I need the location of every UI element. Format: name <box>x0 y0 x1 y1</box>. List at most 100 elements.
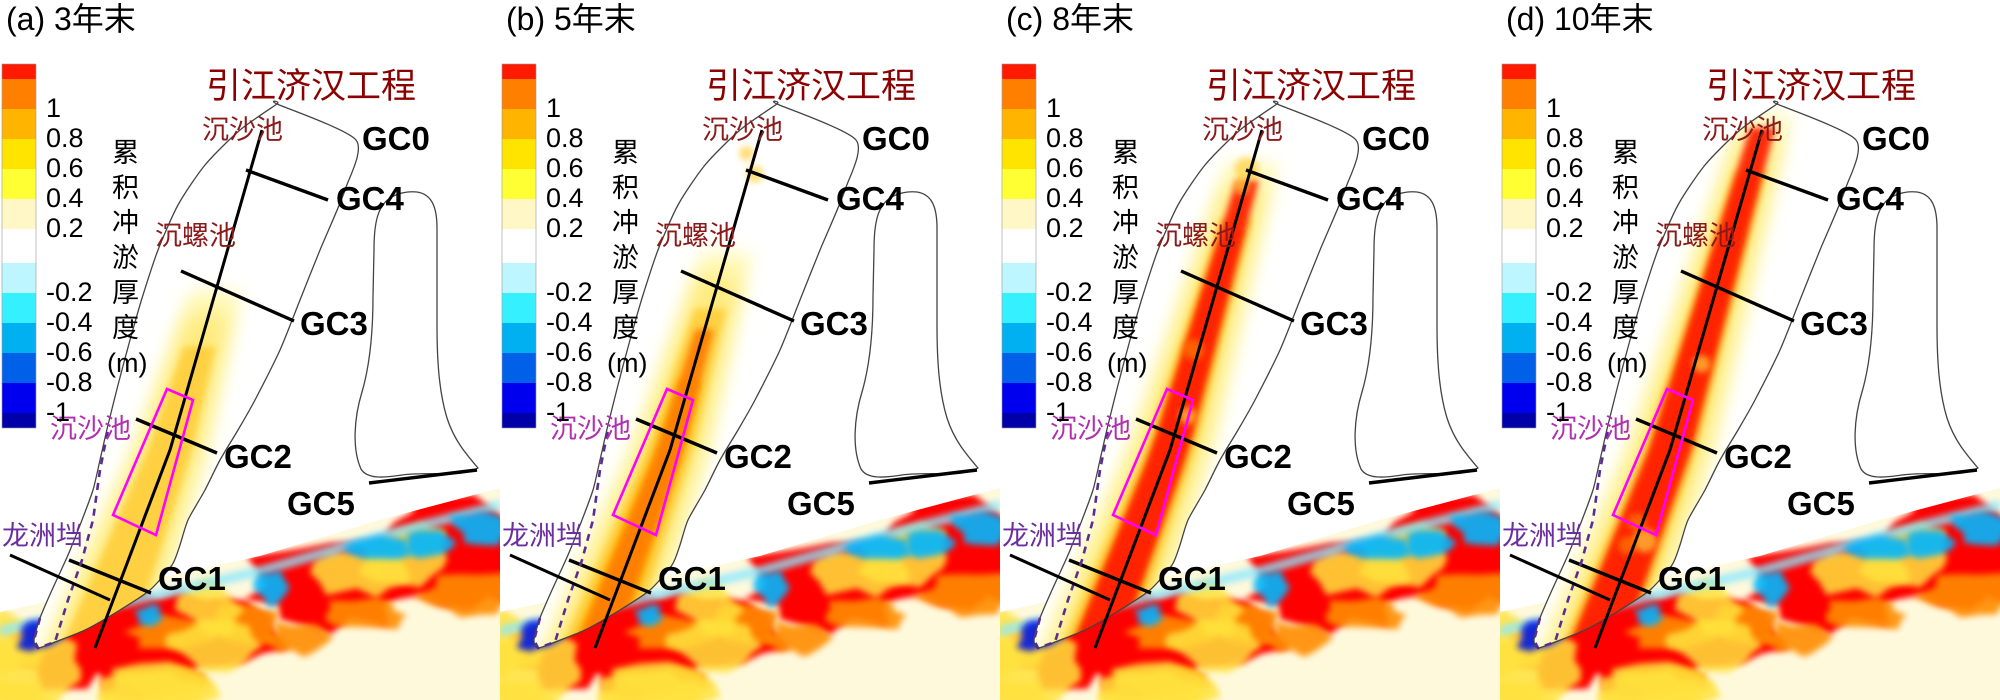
svg-text:0.4: 0.4 <box>546 183 584 213</box>
svg-text:龙洲垱: 龙洲垱 <box>1002 521 1083 551</box>
svg-text:0.2: 0.2 <box>1046 213 1084 243</box>
svg-text:GC2: GC2 <box>1224 438 1292 475</box>
svg-text:-1: -1 <box>46 397 70 427</box>
svg-text:引江济汉工程: 引江济汉工程 <box>206 67 416 106</box>
svg-text:-0.8: -0.8 <box>1546 367 1593 397</box>
svg-text:引江济汉工程: 引江济汉工程 <box>1706 67 1916 106</box>
svg-text:GC4: GC4 <box>836 180 905 217</box>
svg-text:0.6: 0.6 <box>1546 153 1584 183</box>
svg-text:沉螺池: 沉螺池 <box>655 221 736 251</box>
svg-text:0.6: 0.6 <box>546 153 584 183</box>
svg-text:0.2: 0.2 <box>1546 213 1584 243</box>
svg-text:(m): (m) <box>1107 348 1147 378</box>
svg-text:冲: 冲 <box>112 208 139 238</box>
svg-text:GC1: GC1 <box>658 560 726 597</box>
svg-text:-0.4: -0.4 <box>1046 307 1093 337</box>
svg-text:厚: 厚 <box>1612 278 1639 308</box>
svg-text:GC1: GC1 <box>158 560 226 597</box>
svg-text:GC5: GC5 <box>787 485 855 522</box>
svg-text:积: 积 <box>1112 173 1139 203</box>
svg-text:厚: 厚 <box>612 278 639 308</box>
svg-text:0.4: 0.4 <box>46 183 84 213</box>
svg-text:累: 累 <box>612 138 639 168</box>
svg-text:累: 累 <box>1112 138 1139 168</box>
svg-text:度: 度 <box>1612 313 1639 343</box>
svg-text:-0.6: -0.6 <box>546 337 593 367</box>
svg-text:GC0: GC0 <box>1862 120 1930 157</box>
svg-text:冲: 冲 <box>1112 208 1139 238</box>
svg-text:积: 积 <box>612 173 639 203</box>
svg-text:积: 积 <box>112 173 139 203</box>
svg-text:引江济汉工程: 引江济汉工程 <box>1206 67 1416 106</box>
svg-text:-0.8: -0.8 <box>1046 367 1093 397</box>
svg-text:GC0: GC0 <box>862 120 930 157</box>
svg-text:0.2: 0.2 <box>546 213 584 243</box>
svg-text:0.8: 0.8 <box>46 123 84 153</box>
svg-text:-0.4: -0.4 <box>46 307 93 337</box>
svg-text:厚: 厚 <box>1112 278 1139 308</box>
svg-text:龙洲垱: 龙洲垱 <box>502 521 583 551</box>
svg-text:-1: -1 <box>546 397 570 427</box>
svg-text:0.6: 0.6 <box>1046 153 1084 183</box>
svg-text:-0.4: -0.4 <box>1546 307 1593 337</box>
svg-text:GC3: GC3 <box>1300 305 1368 342</box>
svg-text:1: 1 <box>546 93 561 123</box>
svg-text:0.2: 0.2 <box>46 213 84 243</box>
svg-text:淤: 淤 <box>1612 243 1639 273</box>
svg-text:GC4: GC4 <box>1336 180 1405 217</box>
svg-text:(m): (m) <box>1607 348 1647 378</box>
svg-text:GC0: GC0 <box>362 120 430 157</box>
svg-text:冲: 冲 <box>612 208 639 238</box>
svg-text:0.8: 0.8 <box>1546 123 1584 153</box>
svg-text:1: 1 <box>1546 93 1561 123</box>
svg-text:(m): (m) <box>607 348 647 378</box>
svg-text:沉沙池: 沉沙池 <box>1202 115 1283 145</box>
svg-text:-0.8: -0.8 <box>46 367 93 397</box>
svg-text:龙洲垱: 龙洲垱 <box>2 521 83 551</box>
svg-text:1: 1 <box>1046 93 1061 123</box>
svg-text:度: 度 <box>1112 313 1139 343</box>
svg-text:-0.8: -0.8 <box>546 367 593 397</box>
svg-text:厚: 厚 <box>112 278 139 308</box>
svg-text:-0.6: -0.6 <box>1546 337 1593 367</box>
svg-text:(d) 10年末: (d) 10年末 <box>1506 1 1654 37</box>
svg-text:沉沙池: 沉沙池 <box>202 115 283 145</box>
svg-text:GC1: GC1 <box>1658 560 1726 597</box>
svg-text:引江济汉工程: 引江济汉工程 <box>706 67 916 106</box>
svg-text:0.4: 0.4 <box>1546 183 1584 213</box>
svg-text:龙洲垱: 龙洲垱 <box>1502 521 1583 551</box>
svg-text:GC5: GC5 <box>1287 485 1355 522</box>
svg-text:累: 累 <box>1612 138 1639 168</box>
svg-text:0.8: 0.8 <box>1046 123 1084 153</box>
svg-text:沉螺池: 沉螺池 <box>155 221 236 251</box>
svg-text:GC2: GC2 <box>724 438 792 475</box>
svg-text:度: 度 <box>612 313 639 343</box>
svg-text:GC3: GC3 <box>300 305 368 342</box>
svg-text:-0.6: -0.6 <box>46 337 93 367</box>
svg-text:GC5: GC5 <box>287 485 355 522</box>
svg-text:沉沙池: 沉沙池 <box>702 115 783 145</box>
svg-text:(c) 8年末: (c) 8年末 <box>1006 1 1134 37</box>
svg-text:GC0: GC0 <box>1362 120 1430 157</box>
svg-text:淤: 淤 <box>612 243 639 273</box>
svg-text:-0.2: -0.2 <box>546 277 593 307</box>
svg-text:度: 度 <box>112 313 139 343</box>
svg-text:GC3: GC3 <box>800 305 868 342</box>
svg-text:-1: -1 <box>1546 397 1570 427</box>
svg-text:-0.2: -0.2 <box>1046 277 1093 307</box>
svg-text:沉螺池: 沉螺池 <box>1155 221 1236 251</box>
svg-text:(b) 5年末: (b) 5年末 <box>506 1 636 37</box>
svg-text:沉沙池: 沉沙池 <box>1702 115 1783 145</box>
svg-text:淤: 淤 <box>1112 243 1139 273</box>
svg-text:-0.2: -0.2 <box>1546 277 1593 307</box>
svg-text:累: 累 <box>112 138 139 168</box>
svg-text:GC1: GC1 <box>1158 560 1226 597</box>
svg-text:(m): (m) <box>107 348 147 378</box>
svg-text:积: 积 <box>1612 173 1639 203</box>
svg-text:-1: -1 <box>1046 397 1070 427</box>
svg-text:GC5: GC5 <box>1787 485 1855 522</box>
svg-text:0.4: 0.4 <box>1046 183 1084 213</box>
svg-text:GC3: GC3 <box>1800 305 1868 342</box>
svg-text:沉螺池: 沉螺池 <box>1655 221 1736 251</box>
svg-text:GC2: GC2 <box>224 438 292 475</box>
